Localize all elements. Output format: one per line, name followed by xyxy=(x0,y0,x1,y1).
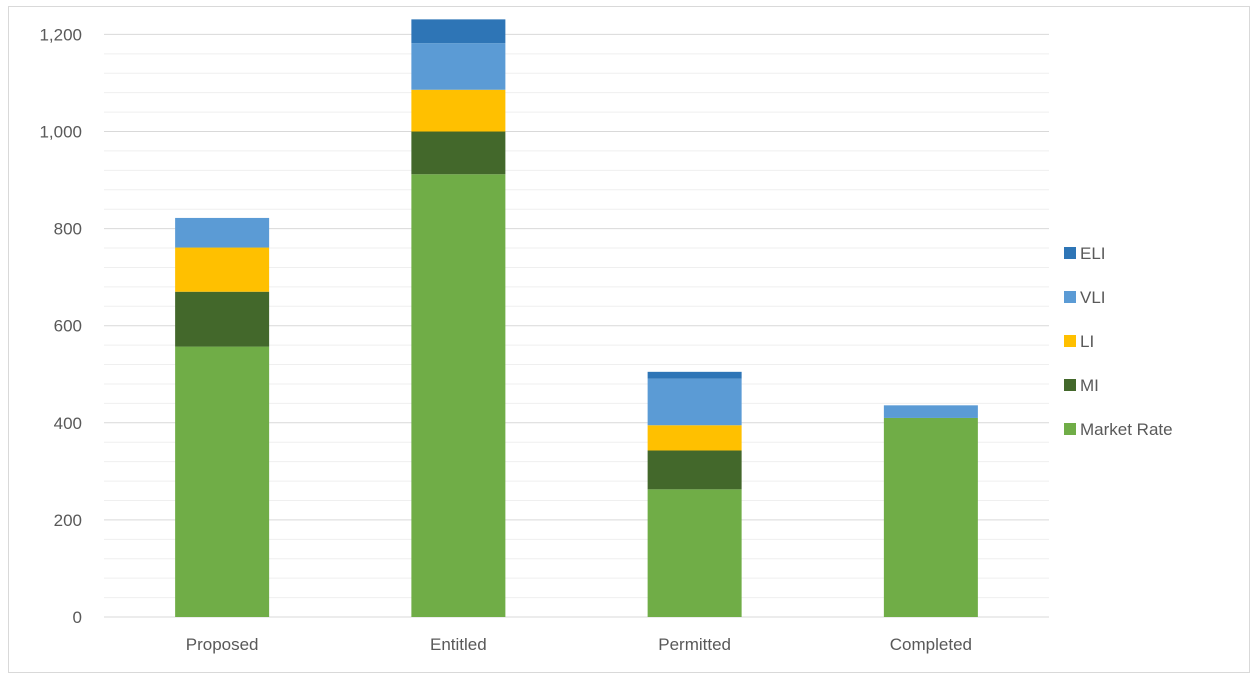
bar-li-permitted xyxy=(647,425,742,451)
bar-market-rate-proposed xyxy=(175,346,270,617)
x-tick-label: Proposed xyxy=(186,635,259,654)
legend-label: Market Rate xyxy=(1080,420,1173,439)
legend: ELI VLI LI MI Market Rate xyxy=(1064,244,1173,439)
legend-swatch xyxy=(1064,335,1076,347)
bar-market-rate-completed xyxy=(883,417,978,617)
chart-frame: 0 200 400 600 800 1,000 1,200 Proposed Entitled… xyxy=(8,6,1250,673)
bar-mi-entitled xyxy=(411,131,506,175)
legend-swatch xyxy=(1064,379,1076,391)
y-tick-label: 1,000 xyxy=(39,123,82,142)
bar-market-rate-entitled xyxy=(411,174,506,617)
stacked-bar-chart: 0 200 400 600 800 1,000 1,200 Proposed Entitled… xyxy=(39,19,1173,654)
y-axis: 0 200 400 600 800 1,000 1,200 xyxy=(39,25,82,627)
legend-label: VLI xyxy=(1080,288,1106,307)
bars xyxy=(175,19,978,617)
y-tick-label: 1,200 xyxy=(39,25,82,44)
legend-swatch xyxy=(1064,247,1076,259)
bar-eli-permitted xyxy=(647,371,742,379)
bar-mi-proposed xyxy=(175,291,270,347)
y-tick-label: 800 xyxy=(54,220,82,239)
y-tick-label: 0 xyxy=(73,608,82,627)
bar-li-proposed xyxy=(175,247,270,292)
bar-market-rate-permitted xyxy=(647,489,742,617)
x-tick-label: Permitted xyxy=(658,635,731,654)
y-tick-label: 600 xyxy=(54,317,82,336)
bar-vli-completed xyxy=(883,405,978,418)
legend-swatch xyxy=(1064,423,1076,435)
bar-vli-permitted xyxy=(647,378,742,426)
legend-swatch xyxy=(1064,291,1076,303)
y-tick-label: 200 xyxy=(54,511,82,530)
y-tick-label: 400 xyxy=(54,414,82,433)
x-tick-label: Completed xyxy=(890,635,972,654)
bar-li-entitled xyxy=(411,89,506,132)
x-axis: Proposed Entitled Permitted Completed xyxy=(186,635,972,654)
legend-label: ELI xyxy=(1080,244,1106,263)
bar-eli-entitled xyxy=(411,19,506,44)
bar-mi-permitted xyxy=(647,450,742,490)
x-tick-label: Entitled xyxy=(430,635,487,654)
legend-label: LI xyxy=(1080,332,1094,351)
bar-vli-entitled xyxy=(411,43,506,90)
bar-vli-proposed xyxy=(175,217,270,248)
legend-label: MI xyxy=(1080,376,1099,395)
